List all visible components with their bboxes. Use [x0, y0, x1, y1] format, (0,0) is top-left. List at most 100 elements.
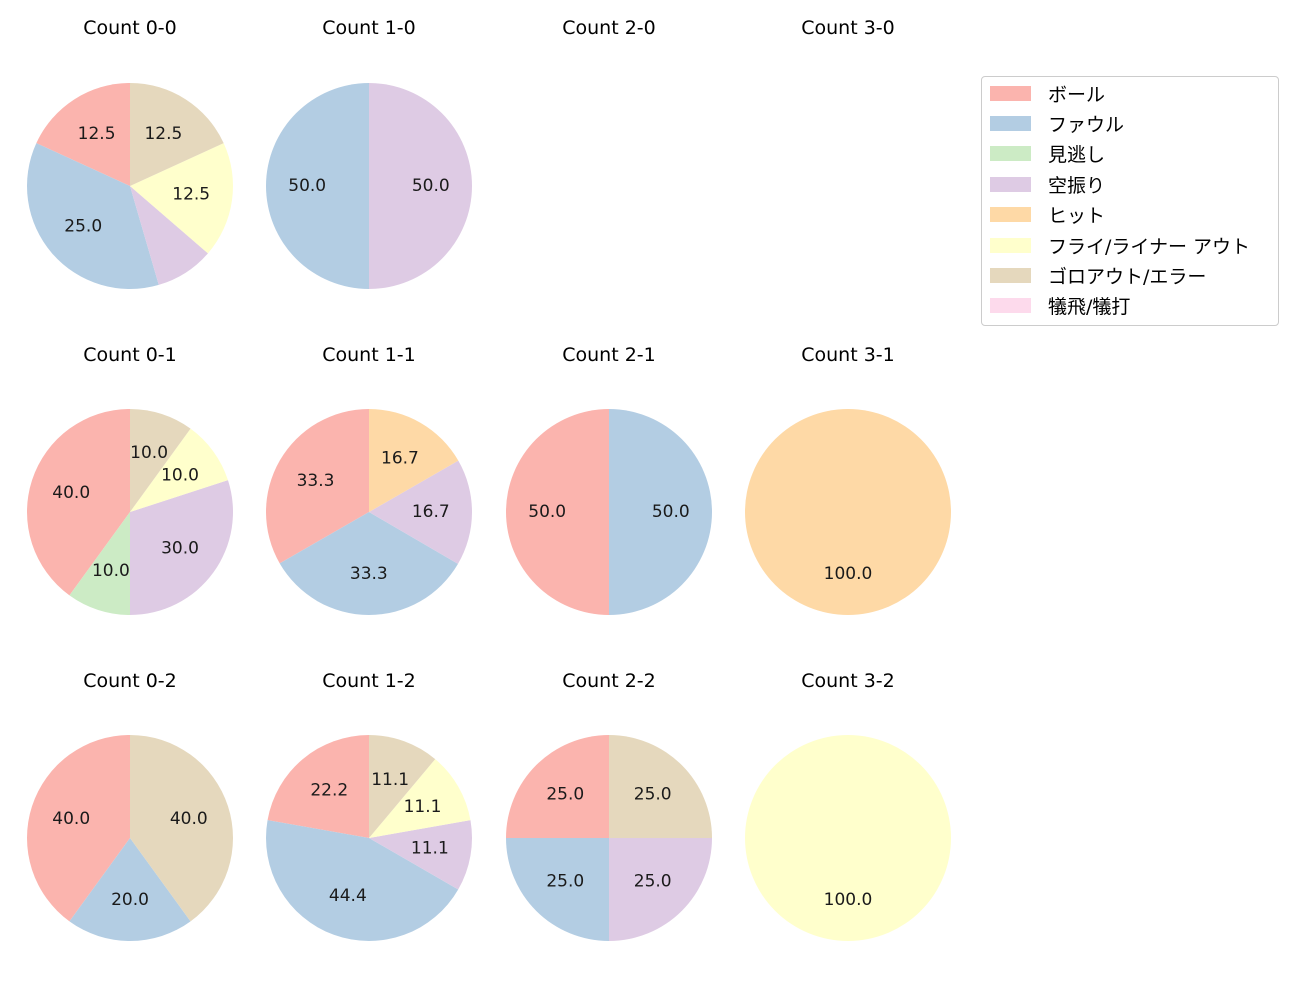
slice-label: 12.5: [172, 185, 210, 205]
slice-label: 11.1: [404, 797, 442, 817]
slice-label: 25.0: [634, 784, 672, 804]
pie-title: Count 1-2: [322, 670, 416, 692]
legend-label: ボール: [1048, 83, 1106, 106]
pie-slice: [266, 83, 369, 289]
legend-swatch: [990, 207, 1031, 223]
pie-slice: [265, 820, 459, 942]
slice-label: 33.3: [350, 564, 388, 584]
slice-label: 40.0: [170, 809, 208, 829]
slice-label: 44.4: [329, 886, 367, 906]
pie-10: Count 1-2 22.2 44.4 11.1 11.1 11.1: [265, 670, 473, 942]
legend-entry: ファウル: [990, 111, 1125, 136]
pie-slice: [609, 838, 712, 941]
pie-title: Count 1-1: [322, 344, 416, 366]
legend-swatch: [990, 85, 1031, 101]
pie-slice: [36, 83, 130, 186]
slice-label: 25.0: [546, 872, 584, 892]
pie-slice: [130, 143, 233, 254]
slice-label: 50.0: [288, 176, 326, 196]
legend-entry: ヒット: [990, 203, 1105, 227]
pie-slice: [609, 735, 712, 838]
pie-slice: [745, 735, 951, 941]
slice-label: 22.2: [310, 781, 348, 801]
slice-label: 10.0: [92, 561, 130, 581]
legend-label: 空振り: [1048, 174, 1106, 197]
pie-title: Count 1-0: [322, 17, 416, 39]
slice-label: 11.1: [371, 770, 409, 790]
pie-slice: [26, 735, 130, 922]
pie-4: Count 3-0: [801, 17, 895, 39]
slice-label: 25.0: [546, 784, 584, 804]
legend-entry: ボール: [990, 81, 1106, 106]
pie-slice: [27, 409, 131, 596]
slice-label: 50.0: [528, 502, 566, 522]
legend-swatch: [990, 146, 1031, 162]
slice-label: 50.0: [652, 502, 690, 522]
slice-label: 12.5: [78, 124, 116, 144]
slice-label: 10.0: [130, 443, 168, 463]
pie-title: Count 2-1: [562, 344, 656, 366]
pie-slice: [267, 735, 369, 838]
pie-title: Count 2-0: [562, 17, 656, 39]
legend-entry: 犠飛/犠打: [990, 294, 1130, 318]
pie-slice: [745, 409, 951, 615]
pie-1: Count 0-0 12.5 25.0 12.5 12.5: [27, 17, 233, 289]
slice-label: 30.0: [161, 538, 199, 558]
legend: ボールファウル見逃し空振りヒットフライ/ライナー アウト ゴロアウト/エラー 犠飛/…: [981, 76, 1279, 326]
pie-slice: [506, 838, 609, 941]
legend-label: フライ/ライナー アウト: [1048, 235, 1251, 258]
pie-title: Count 3-0: [801, 17, 895, 39]
pie-title: Count 3-2: [801, 670, 895, 692]
pie-3: Count 2-0: [562, 17, 656, 39]
pie-slice: [130, 83, 224, 186]
pie-title: Count 0-2: [83, 670, 177, 692]
pie-slice: [130, 428, 228, 512]
pie-slice: [130, 480, 233, 615]
legend-label: 犠飛/犠打: [1048, 296, 1131, 319]
pie-slice: [265, 409, 369, 564]
pie-slice: [369, 460, 472, 564]
pie-7: Count 2-1 50.0 50.0: [506, 344, 712, 615]
pie-slice: [369, 759, 471, 838]
pie-slice: [69, 838, 191, 941]
pie-2: Count 1-0 50.0 50.0: [266, 17, 472, 289]
pie-slice: [369, 83, 472, 289]
slice-label: 25.0: [634, 872, 672, 892]
legend-entry: 見逃し: [990, 142, 1105, 166]
pie-slice: [506, 409, 609, 615]
slice-label: 16.7: [412, 502, 450, 522]
pie-slice: [609, 409, 712, 615]
pie-slice: [130, 186, 208, 285]
slice-label: 16.7: [381, 449, 419, 469]
slice-label: 25.0: [64, 216, 102, 236]
pie-slice: [27, 143, 159, 289]
slice-label: 10.0: [161, 466, 199, 486]
slice-label: 40.0: [52, 483, 90, 503]
legend-swatch: [990, 267, 1031, 283]
legend-label: ファウル: [1048, 113, 1125, 136]
legend-swatch: [990, 237, 1031, 253]
legend-swatch: [990, 115, 1031, 131]
pie-slice: [279, 512, 458, 615]
slice-label: 33.3: [297, 471, 335, 491]
pie-9: Count 0-2 40.0 20.0 40.0: [26, 670, 234, 941]
pie-slice: [130, 409, 191, 512]
pie-6: Count 1-1 33.3 33.3 16.7 16.7: [265, 344, 472, 615]
pie-slice: [369, 409, 459, 512]
legend-entry: フライ/ライナー アウト: [990, 233, 1251, 258]
slice-label: 100.0: [824, 890, 873, 910]
legend-label: 見逃し: [1048, 144, 1106, 167]
slice-label: 100.0: [824, 564, 873, 584]
legend-swatch: [990, 176, 1031, 192]
legend-label: ゴロアウト/エラー: [1048, 265, 1207, 288]
pie-slice: [369, 735, 436, 838]
pie-slice: [506, 735, 609, 838]
pie-title: Count 2-2: [562, 670, 656, 692]
slice-label: 40.0: [52, 809, 90, 829]
legend-entry: ゴロアウト/エラー: [990, 263, 1207, 288]
pie-title: Count 0-0: [83, 17, 177, 39]
pie-5: Count 0-1 40.0 10.0 30.0 10.0 10.0: [27, 344, 233, 615]
pie-slice: [69, 512, 130, 615]
pie-11: Count 2-2 25.0 25.0 25.0 25.0: [506, 670, 712, 941]
